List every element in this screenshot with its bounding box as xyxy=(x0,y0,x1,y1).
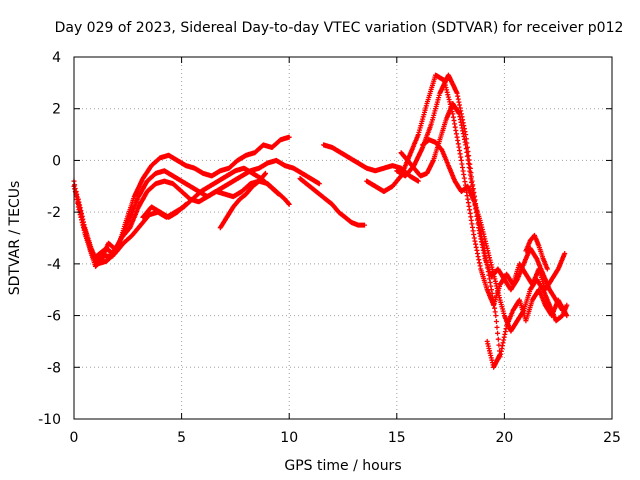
data-points xyxy=(394,72,570,360)
series-track-f xyxy=(217,170,268,231)
y-tick-label: -10 xyxy=(38,412,61,428)
series-track-j xyxy=(394,72,570,360)
x-tick-label: 5 xyxy=(177,430,186,446)
data-points xyxy=(523,232,550,272)
series-track-e xyxy=(140,201,189,220)
chart-title: Day 029 of 2023, Sidereal Day-to-day VTE… xyxy=(55,20,624,36)
x-tick-label: 20 xyxy=(495,430,513,446)
y-axis-label: SDTVAR / TECUs xyxy=(7,181,23,296)
y-tick-label: 4 xyxy=(52,50,61,66)
x-tick-label: 25 xyxy=(603,430,621,446)
data-series xyxy=(71,72,570,370)
x-tick-label: 15 xyxy=(388,430,406,446)
y-tick-label: -6 xyxy=(47,309,61,325)
data-points xyxy=(217,170,268,231)
data-points xyxy=(140,201,189,220)
x-tick-label: 10 xyxy=(280,430,298,446)
data-points xyxy=(297,176,367,228)
y-axis-ticks: -10 -8 -6 -4 -2 0 2 4 xyxy=(38,50,612,428)
x-axis-ticks: 0 5 10 15 20 25 xyxy=(70,57,621,446)
y-tick-label: -8 xyxy=(47,360,61,376)
plot-frame xyxy=(73,56,613,420)
data-points xyxy=(398,101,565,313)
series-track-n xyxy=(523,232,550,272)
data-points xyxy=(420,137,570,334)
series-track-g xyxy=(297,176,367,228)
x-axis-label: GPS time / hours xyxy=(284,458,401,474)
data-points xyxy=(484,338,503,370)
series-track-m xyxy=(484,338,503,370)
y-tick-label: 0 xyxy=(52,153,61,169)
series-track-k xyxy=(398,101,565,313)
x-tick-label: 0 xyxy=(70,430,79,446)
y-tick-label: 2 xyxy=(52,102,61,118)
y-tick-label: -2 xyxy=(47,205,61,221)
series-track-l xyxy=(420,137,570,334)
y-tick-label: -4 xyxy=(47,257,61,273)
